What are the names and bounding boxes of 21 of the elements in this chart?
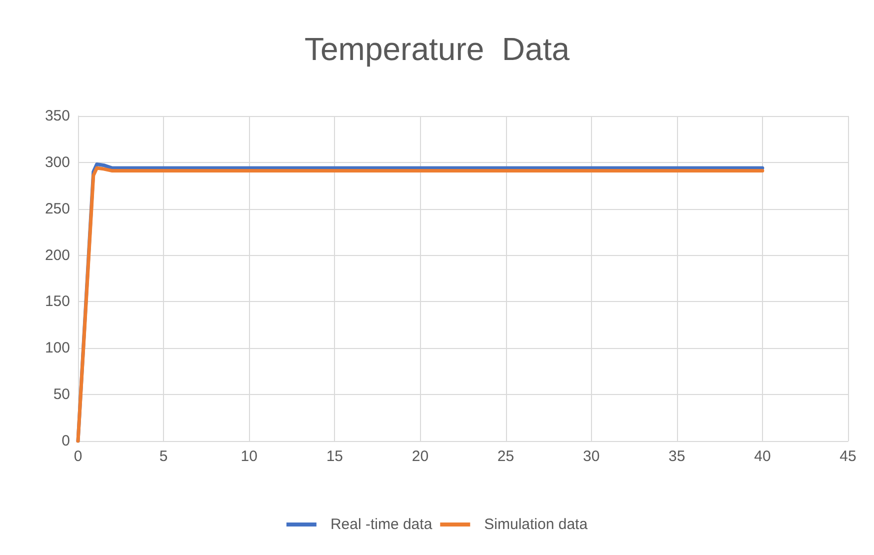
x-tick-label: 40 (754, 448, 771, 465)
x-tick-label: 25 (497, 448, 514, 465)
legend-label: Simulation data (484, 516, 588, 533)
x-tick-label: 5 (159, 448, 168, 465)
y-tick-label: 50 (53, 386, 70, 404)
x-tick-label: 10 (240, 448, 258, 465)
y-tick-label: 300 (44, 154, 70, 171)
x-tick-label: 0 (74, 448, 82, 465)
x-tick-label: 35 (668, 448, 686, 465)
y-tick-label: 0 (62, 432, 70, 450)
x-tick-label: 30 (582, 448, 600, 465)
legend-label: Real -time data (330, 516, 433, 533)
y-tick-label: 100 (44, 340, 70, 357)
chart-title: Temperature Data (304, 31, 570, 67)
x-tick-label: 15 (326, 448, 344, 465)
y-tick-label: 150 (44, 293, 70, 310)
y-tick-label: 250 (44, 200, 70, 218)
x-tick-label: 20 (412, 448, 429, 465)
y-tick-label: 200 (44, 246, 70, 264)
y-tick-label: 350 (44, 108, 70, 124)
x-tick-label: 45 (840, 448, 856, 465)
